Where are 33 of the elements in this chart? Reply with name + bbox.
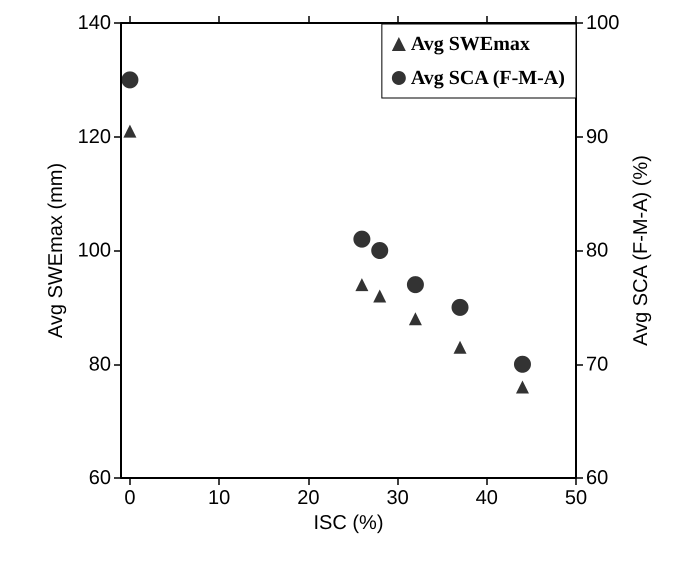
point (373, 290, 386, 302)
legend-label: Avg SCA (F-M-A) (410, 67, 565, 89)
y2-tick-label: 90 (586, 126, 608, 148)
y-axis-title: Avg SWEmax (mm) (45, 162, 67, 338)
y-tick-label: 80 (88, 353, 111, 376)
x-tick-label: 10 (208, 487, 230, 509)
x-tick-label: 30 (386, 487, 409, 509)
point (121, 71, 138, 88)
y-tick-label: 60 (88, 467, 111, 489)
y2-tick-label: 60 (586, 467, 608, 489)
point (514, 356, 531, 373)
point (371, 242, 388, 259)
y2-tick-label: 80 (586, 240, 608, 262)
point (408, 312, 422, 326)
legend-label: Avg SWEmax (410, 33, 530, 55)
x-tick-label: 50 (564, 487, 588, 509)
point (353, 230, 370, 248)
point (123, 124, 136, 138)
x-tick-label: 40 (476, 487, 498, 509)
point (454, 340, 467, 354)
y2-axis-title: Avg SCA (F-M-A) (%) (630, 155, 652, 346)
point (516, 380, 529, 394)
x-tick-label: 20 (297, 487, 320, 509)
y-tick-label: 140 (78, 12, 111, 34)
point (355, 278, 368, 292)
x-axis-title: ISC (%) (314, 512, 384, 534)
x-tick-label: 0 (124, 487, 136, 509)
point (406, 276, 424, 294)
y-tick-label: 100 (78, 240, 111, 262)
y-tick-label: 120 (78, 126, 111, 148)
y2-tick-label: 100 (586, 12, 620, 34)
point (452, 298, 469, 316)
y2-tick-label: 70 (586, 353, 608, 376)
